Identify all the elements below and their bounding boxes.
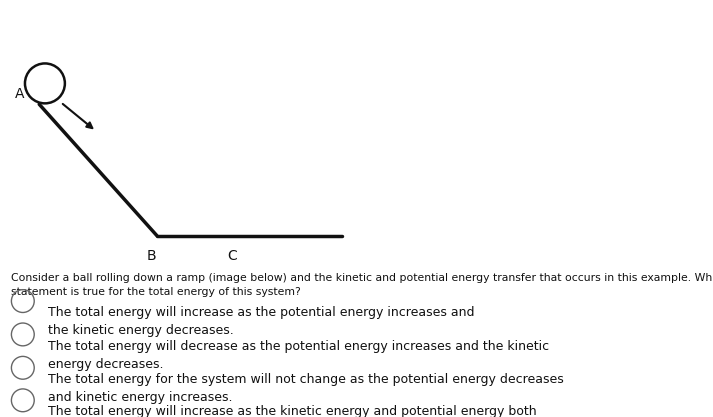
Text: The total energy will increase as the potential energy increases and
the kinetic: The total energy will increase as the po…	[48, 306, 475, 337]
Text: The total energy will increase as the kinetic energy and potential energy both
i: The total energy will increase as the ki…	[48, 405, 537, 417]
Text: A: A	[14, 87, 24, 101]
Text: The total energy will decrease as the potential energy increases and the kinetic: The total energy will decrease as the po…	[48, 340, 550, 371]
Text: Consider a ball rolling down a ramp (image below) and the kinetic and potential : Consider a ball rolling down a ramp (ima…	[11, 273, 713, 297]
Text: The total energy for the system will not change as the potential energy decrease: The total energy for the system will not…	[48, 373, 564, 404]
Text: C: C	[227, 249, 237, 264]
Text: B: B	[147, 249, 157, 264]
